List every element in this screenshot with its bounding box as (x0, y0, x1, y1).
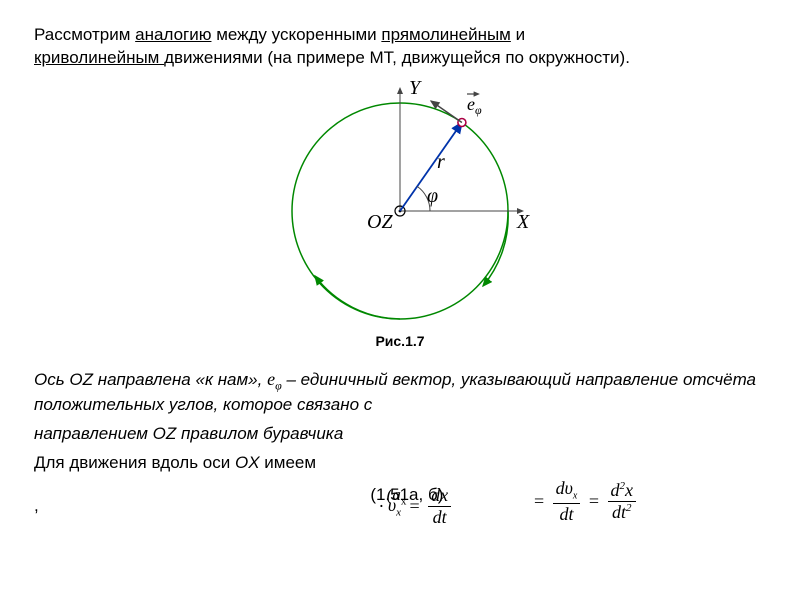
leading-comma: , (34, 496, 64, 516)
underline-analogy: аналогию (135, 25, 211, 44)
svg-text:eφ: eφ (467, 94, 482, 117)
text: Для движения вдоль оси (34, 453, 235, 472)
text: между ускоренными (211, 25, 381, 44)
ox-line: Для движения вдоль оси OX имеем (34, 452, 766, 475)
text: и (511, 25, 525, 44)
text: имеем (260, 453, 317, 472)
e-phi-symbol: eφ (267, 369, 282, 389)
frac-dv-dt: dυx dt (553, 478, 581, 524)
text: Ось OZ направлена «к нам», (34, 370, 267, 389)
svg-text:φ: φ (427, 185, 438, 207)
circle-diagram: Y X OZ r φ eφ (255, 76, 545, 331)
svg-text:Y: Y (409, 77, 422, 99)
text: Рассмотрим (34, 25, 135, 44)
equation-right: = dυx dt = d2x dt2 (530, 478, 636, 524)
svg-text:r: r (437, 151, 445, 173)
svg-text:X: X (516, 211, 530, 233)
underline-curvilinear: криволинейным (34, 48, 164, 67)
equation-center: · υx = dx dt (ax(1.51a, б) (64, 485, 766, 527)
axis-description: Ось OZ направлена «к нам», eφ – единичны… (34, 367, 766, 417)
equation-row: , · υx = dx dt (ax(1.51a, б) = dυx dt = (34, 478, 766, 534)
figure-caption: Рис.1.7 (34, 333, 766, 349)
buravchik-line: направлением OZ правилом буравчика (34, 423, 766, 446)
ox-symbol: OX (235, 453, 260, 472)
underline-rectilinear: прямолинейным (381, 25, 511, 44)
frac-d2x-dt2: d2x dt2 (608, 480, 637, 522)
svg-text:OZ: OZ (367, 211, 393, 233)
text: движениями (на примере МТ, движущейся по… (164, 48, 630, 67)
eq-number-overlap: (ax(1.51a, б) (387, 485, 444, 507)
intro-paragraph: Рассмотрим аналогию между ускоренными пр… (34, 24, 766, 70)
